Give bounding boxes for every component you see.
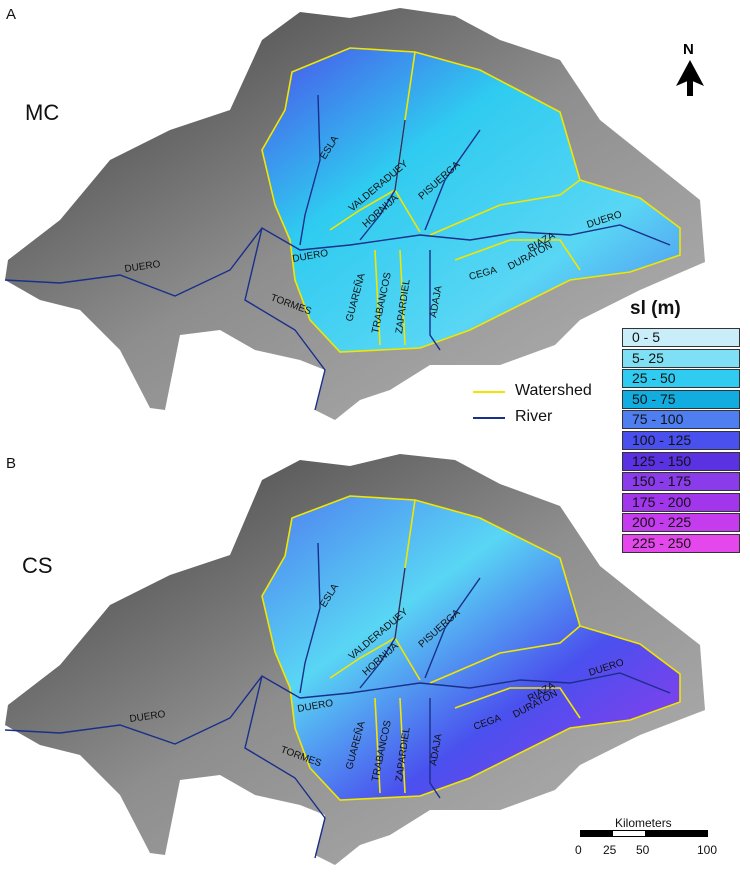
watershed-boundaries xyxy=(261,495,681,801)
legend-swatch xyxy=(622,451,740,471)
panel-b-method: CS xyxy=(22,553,53,578)
legend-label: 150 - 175 xyxy=(632,473,692,490)
legend-row: 225 - 250 xyxy=(622,532,742,553)
legend-row: 100 - 125 xyxy=(622,429,742,450)
watershed-key-label: Watershed xyxy=(515,382,592,399)
river-label-duero-west: DUERO xyxy=(124,259,162,275)
legend-row: 0 - 5 xyxy=(622,326,742,347)
scale-tick-25: 25 xyxy=(603,843,617,857)
legend-swatch xyxy=(622,430,740,450)
north-arrow: N xyxy=(672,40,708,100)
scale-tick-50: 50 xyxy=(636,843,650,857)
legend-row: 25 - 50 xyxy=(622,367,742,389)
legend-label: 175 - 200 xyxy=(632,493,692,510)
legend-label: 125 - 150 xyxy=(632,452,692,469)
legend-title: sl (m) xyxy=(630,298,681,319)
legend-swatch xyxy=(622,533,740,553)
legend-rows: 0 - 5 5- 25 25 - 50 50 - 75 75 - 100 100 - 12… xyxy=(622,326,742,553)
legend-label: 225 - 250 xyxy=(632,534,692,551)
legend-row: 175 - 200 xyxy=(622,491,742,512)
sl-legend: sl (m) 0 - 5 5- 25 25 - 50 50 - 75 75 - 100 1… xyxy=(622,298,742,553)
river-network xyxy=(4,542,671,859)
legend-swatch xyxy=(622,492,740,512)
legend-label: 50 - 75 xyxy=(632,390,676,407)
legend-swatch xyxy=(622,369,740,389)
legend-swatch xyxy=(622,472,740,492)
river-network xyxy=(4,94,671,411)
panel-a-method: MC xyxy=(25,100,60,125)
map-panel-a: ESLA VALDERADUEY PISUERGA HORNIJA DUERO … xyxy=(4,8,705,420)
legend-row: 5- 25 xyxy=(622,347,742,368)
legend-row: 75 - 100 xyxy=(622,408,742,430)
river-label-duero-west: DUERO xyxy=(129,709,167,725)
legend-label: 75 - 100 xyxy=(632,411,684,428)
river-key-label: River xyxy=(515,408,553,425)
legend-swatch xyxy=(622,389,740,409)
watershed-basin-fill xyxy=(262,496,680,800)
scale-tick-0: 0 xyxy=(575,843,582,857)
legend-swatch xyxy=(622,513,740,533)
map-panel-b: ESLA VALDERADUEY PISUERGA HORNIJA DUERO … xyxy=(4,454,705,865)
legend-label: 5- 25 xyxy=(632,349,664,366)
legend-label: 0 - 5 xyxy=(632,329,661,345)
panel-a-letter: A xyxy=(6,6,17,23)
watershed-basin-fill xyxy=(262,48,680,352)
legend-row: 125 - 150 xyxy=(622,450,742,471)
scale-tick-100: 100 xyxy=(697,843,718,857)
legend-label: 100 - 125 xyxy=(632,431,692,448)
watershed-key-line xyxy=(473,391,505,393)
north-arrow-icon: N xyxy=(676,41,704,96)
legend-row: 150 - 175 xyxy=(622,470,742,492)
legend-swatch xyxy=(622,328,740,347)
legend-row: 50 - 75 xyxy=(622,388,742,409)
watershed-boundaries xyxy=(261,47,681,353)
river-key-line xyxy=(473,417,505,419)
scale-bar xyxy=(580,830,708,837)
scale-title: Kilometers xyxy=(615,816,672,830)
north-arrow-label: N xyxy=(683,41,694,58)
legend-swatch xyxy=(622,410,740,430)
panel-b-letter: B xyxy=(6,455,17,472)
legend-swatch xyxy=(622,348,740,368)
legend-label: 25 - 50 xyxy=(632,370,676,387)
scale-bar-white-segment xyxy=(613,831,645,836)
legend-row: 200 - 225 xyxy=(622,511,742,533)
legend-label: 200 - 225 xyxy=(632,514,692,531)
